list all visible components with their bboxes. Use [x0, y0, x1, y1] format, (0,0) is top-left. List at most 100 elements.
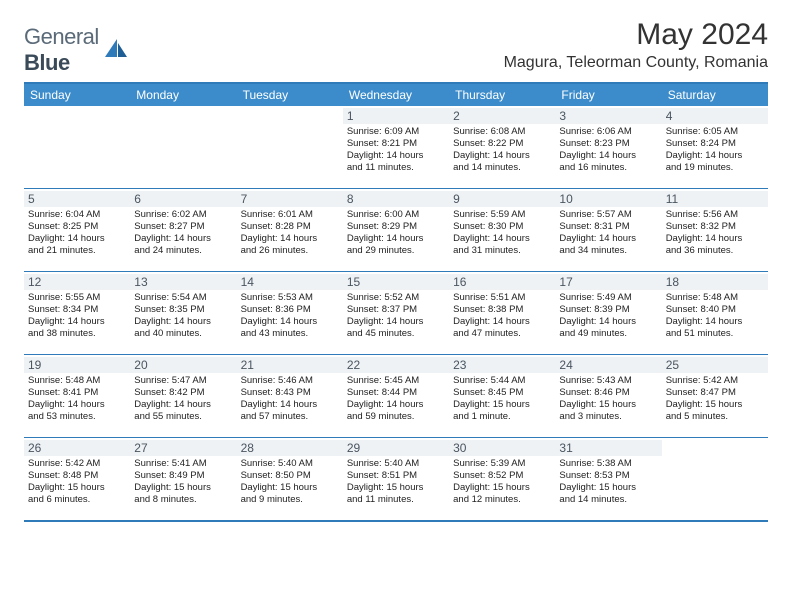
calendar-cell: 9Sunrise: 5:59 AMSunset: 8:30 PMDaylight…	[449, 189, 555, 271]
cell-line: Sunset: 8:37 PM	[347, 304, 445, 316]
cell-line: and 6 minutes.	[28, 494, 126, 506]
cell-line: and 59 minutes.	[347, 411, 445, 423]
cell-body: Sunrise: 5:54 AMSunset: 8:35 PMDaylight:…	[134, 292, 232, 340]
cell-line: Daylight: 14 hours	[453, 316, 551, 328]
cell-line: Daylight: 14 hours	[666, 150, 764, 162]
day-header-thursday: Thursday	[449, 84, 555, 106]
cell-line: Sunrise: 5:45 AM	[347, 375, 445, 387]
day-number: 20	[130, 357, 236, 373]
calendar-cell: 17Sunrise: 5:49 AMSunset: 8:39 PMDayligh…	[555, 272, 661, 354]
cell-line: Sunset: 8:27 PM	[134, 221, 232, 233]
calendar-cell: 8Sunrise: 6:00 AMSunset: 8:29 PMDaylight…	[343, 189, 449, 271]
day-number: 29	[343, 440, 449, 456]
calendar-cell: 23Sunrise: 5:44 AMSunset: 8:45 PMDayligh…	[449, 355, 555, 437]
day-header-sunday: Sunday	[24, 84, 130, 106]
cell-line: and 40 minutes.	[134, 328, 232, 340]
calendar-cell: 27 Sunrise: 5:41 AMSunset: 8:49 PMDayligh…	[130, 438, 236, 520]
calendar-cell: 31 Sunrise: 5:38 AMSunset: 8:53 PMDayligh…	[555, 438, 661, 520]
calendar-cell: 28Sunrise: 5:40 AMSunset: 8:50 PMDayligh…	[237, 438, 343, 520]
cell-line: Sunset: 8:51 PM	[347, 470, 445, 482]
cell-body: Sunrise: 5:41 AMSunset: 8:49 PMDaylight:…	[134, 458, 232, 506]
header: General Blue May 2024 Magura, Teleorman …	[24, 18, 768, 76]
cell-line: Daylight: 15 hours	[666, 399, 764, 411]
calendar-cell: 7 Sunrise: 6:01 AMSunset: 8:28 PMDaylight…	[237, 189, 343, 271]
cell-body: Sunrise: 5:45 AMSunset: 8:44 PMDaylight:…	[347, 375, 445, 423]
cell-line: Sunrise: 5:40 AM	[241, 458, 339, 470]
cell-line: and 14 minutes.	[559, 494, 657, 506]
cell-body: Sunrise: 6:01 AMSunset: 8:28 PMDaylight:…	[241, 209, 339, 257]
day-number: 27	[130, 440, 236, 456]
cell-line: Daylight: 15 hours	[134, 482, 232, 494]
cell-line: and 16 minutes.	[559, 162, 657, 174]
calendar-cell: 16Sunrise: 5:51 AMSunset: 8:38 PMDayligh…	[449, 272, 555, 354]
cell-line: Daylight: 15 hours	[347, 482, 445, 494]
cell-line: Sunset: 8:53 PM	[559, 470, 657, 482]
cell-line: Daylight: 14 hours	[134, 316, 232, 328]
cell-line: Daylight: 15 hours	[453, 482, 551, 494]
calendar-cell: 30Sunrise: 5:39 AMSunset: 8:52 PMDayligh…	[449, 438, 555, 520]
calendar-cell: 26Sunrise: 5:42 AMSunset: 8:48 PMDayligh…	[24, 438, 130, 520]
day-number: 4	[662, 108, 768, 124]
cell-line: Sunset: 8:23 PM	[559, 138, 657, 150]
cell-body: Sunrise: 5:48 AMSunset: 8:40 PMDaylight:…	[666, 292, 764, 340]
day-number: 18	[662, 274, 768, 290]
cell-line: Daylight: 15 hours	[241, 482, 339, 494]
cell-line: Daylight: 15 hours	[453, 399, 551, 411]
logo-text-a: General	[24, 24, 99, 49]
cell-line: Sunset: 8:36 PM	[241, 304, 339, 316]
cell-line: Sunrise: 6:06 AM	[559, 126, 657, 138]
cell-line: Sunrise: 6:04 AM	[28, 209, 126, 221]
cell-line: Daylight: 14 hours	[559, 233, 657, 245]
cell-line: Sunrise: 5:40 AM	[347, 458, 445, 470]
cell-line: and 36 minutes.	[666, 245, 764, 257]
cell-line: Sunrise: 5:47 AM	[134, 375, 232, 387]
calendar-week: 19Sunrise: 5:48 AMSunset: 8:41 PMDayligh…	[24, 354, 768, 437]
calendar-cell: 2Sunrise: 6:08 AMSunset: 8:22 PMDaylight…	[449, 106, 555, 188]
cell-line: and 24 minutes.	[134, 245, 232, 257]
cell-line: Sunrise: 6:02 AM	[134, 209, 232, 221]
cell-body: Sunrise: 5:53 AMSunset: 8:36 PMDaylight:…	[241, 292, 339, 340]
cell-body: Sunrise: 6:08 AMSunset: 8:22 PMDaylight:…	[453, 126, 551, 174]
cell-line: and 49 minutes.	[559, 328, 657, 340]
cell-line: Sunset: 8:29 PM	[347, 221, 445, 233]
cell-line: Sunset: 8:24 PM	[666, 138, 764, 150]
cell-line: Sunset: 8:34 PM	[28, 304, 126, 316]
cell-line: Sunset: 8:35 PM	[134, 304, 232, 316]
day-header-saturday: Saturday	[662, 84, 768, 106]
cell-body: Sunrise: 6:06 AMSunset: 8:23 PMDaylight:…	[559, 126, 657, 174]
cell-line: Sunrise: 6:05 AM	[666, 126, 764, 138]
logo: General Blue	[24, 24, 131, 76]
cell-body: Sunrise: 5:44 AMSunset: 8:45 PMDaylight:…	[453, 375, 551, 423]
cell-line: Sunset: 8:48 PM	[28, 470, 126, 482]
cell-line: and 57 minutes.	[241, 411, 339, 423]
cell-line: and 11 minutes.	[347, 162, 445, 174]
day-header-monday: Monday	[130, 84, 236, 106]
cell-line: Sunrise: 5:49 AM	[559, 292, 657, 304]
calendar-cell: 12Sunrise: 5:55 AMSunset: 8:34 PMDayligh…	[24, 272, 130, 354]
cell-line: and 47 minutes.	[453, 328, 551, 340]
day-header-row: Sunday Monday Tuesday Wednesday Thursday…	[24, 84, 768, 106]
day-header-tuesday: Tuesday	[237, 84, 343, 106]
logo-text: General Blue	[24, 24, 99, 76]
cell-line: Sunrise: 5:42 AM	[666, 375, 764, 387]
cell-line: and 21 minutes.	[28, 245, 126, 257]
cell-line: Sunset: 8:47 PM	[666, 387, 764, 399]
cell-line: Sunrise: 5:38 AM	[559, 458, 657, 470]
day-number: 19	[24, 357, 130, 373]
cell-body: Sunrise: 5:39 AMSunset: 8:52 PMDaylight:…	[453, 458, 551, 506]
calendar-cell: 3Sunrise: 6:06 AMSunset: 8:23 PMDaylight…	[555, 106, 661, 188]
cell-body: Sunrise: 5:47 AMSunset: 8:42 PMDaylight:…	[134, 375, 232, 423]
cell-line: Sunset: 8:43 PM	[241, 387, 339, 399]
cell-body: Sunrise: 5:49 AMSunset: 8:39 PMDaylight:…	[559, 292, 657, 340]
day-number: 7	[237, 191, 343, 207]
cell-line: Daylight: 14 hours	[347, 399, 445, 411]
cell-line: Sunset: 8:42 PM	[134, 387, 232, 399]
cell-line: Sunrise: 5:54 AM	[134, 292, 232, 304]
cell-line: Sunrise: 5:46 AM	[241, 375, 339, 387]
cell-line: and 19 minutes.	[666, 162, 764, 174]
cell-line: Daylight: 14 hours	[347, 316, 445, 328]
cell-line: Daylight: 15 hours	[559, 482, 657, 494]
cell-line: Sunset: 8:45 PM	[453, 387, 551, 399]
day-number: 31	[555, 440, 661, 456]
logo-sail-icon	[103, 37, 131, 64]
